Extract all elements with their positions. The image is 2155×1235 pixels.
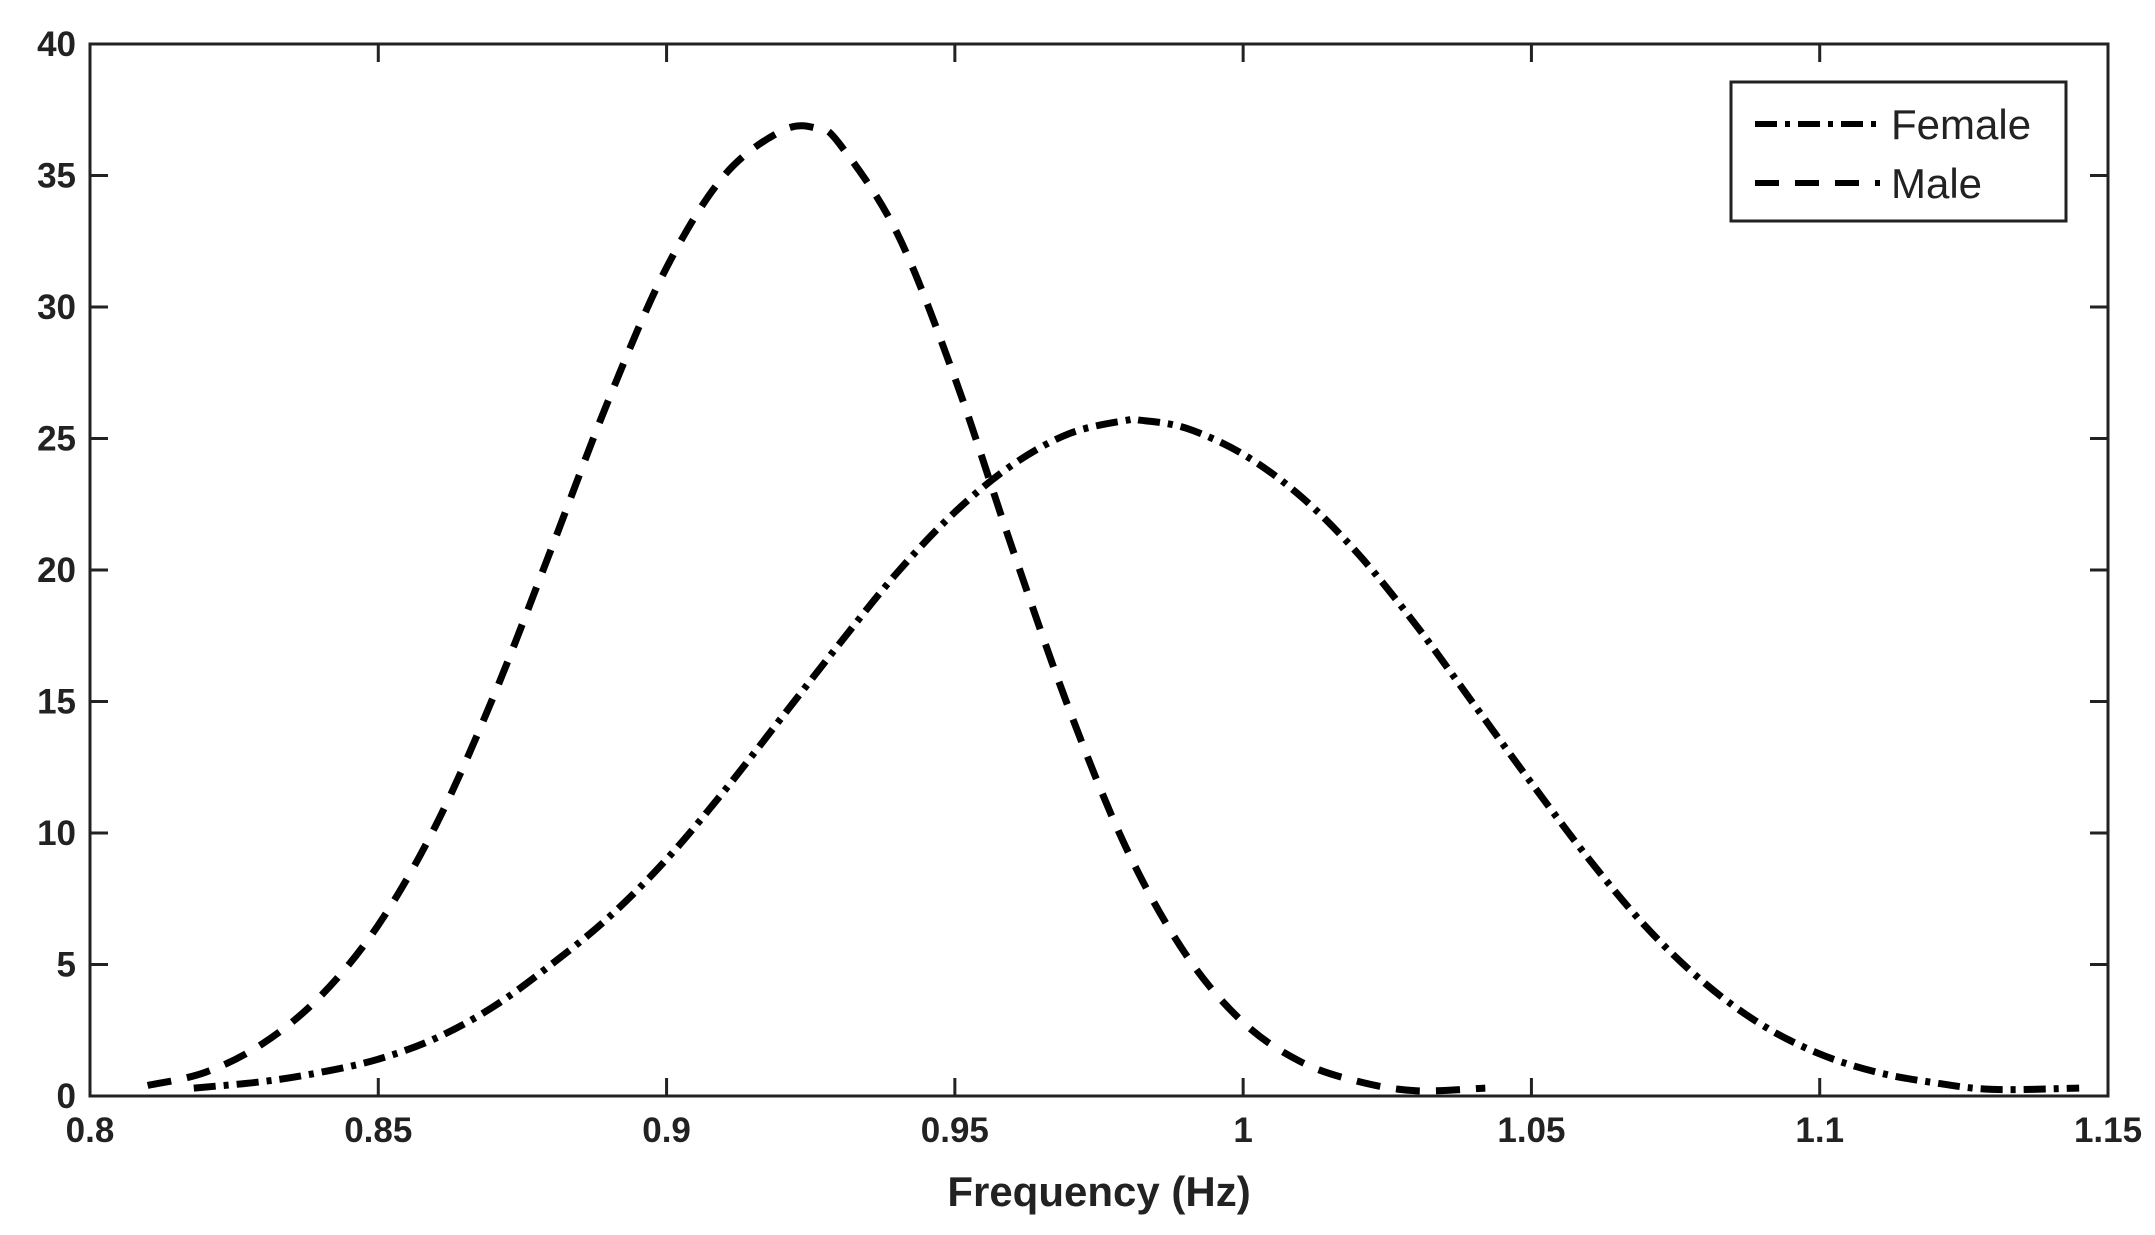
plot-frame [88, 42, 2110, 1098]
y-tick-label: 25 [37, 420, 76, 459]
x-tick-label: 0.9 [642, 1111, 691, 1150]
x-tick-label: 0.85 [344, 1111, 412, 1150]
x-axis-title: Frequency (Hz) [947, 1168, 1250, 1215]
y-tick-label: 30 [37, 288, 76, 327]
x-tick-label: 1 [1233, 1111, 1252, 1150]
x-tick-label: 0.95 [921, 1111, 989, 1150]
y-tick-label: 35 [37, 157, 76, 196]
x-tick-label: 1.15 [2074, 1111, 2142, 1150]
x-tick-label: 1.1 [1795, 1111, 1844, 1150]
tick-layer: 0.8 0.85 0.9 0.95 1 1.05 1.1 1.15 0 5 10 15 20 25 30 35… [37, 25, 2142, 1150]
legend-box [1729, 80, 2068, 223]
y-tick-label: 10 [37, 814, 76, 853]
y-tick-label: 40 [37, 25, 76, 64]
series-layer [146, 122, 2080, 1095]
legend: Female Male [1729, 80, 2068, 223]
legend-label-female: Female [1891, 101, 2031, 148]
y-tick-label: 0 [57, 1077, 76, 1116]
legend-label-male: Male [1891, 160, 1982, 207]
y-tick-label: 15 [37, 683, 76, 722]
y-tick-label: 5 [57, 946, 76, 985]
series-line-female [193, 415, 2080, 1094]
series-line-male [146, 122, 1486, 1095]
y-tick-label: 20 [37, 551, 76, 590]
x-tick-label: 1.05 [1497, 1111, 1565, 1150]
x-tick-label: 0.8 [66, 1111, 115, 1150]
